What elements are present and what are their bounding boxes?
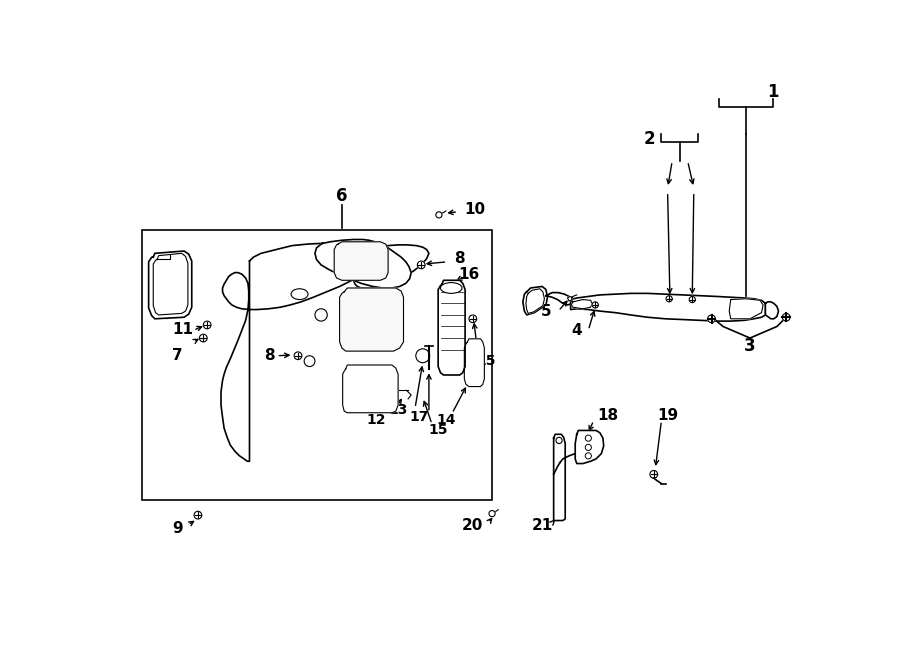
Text: 5: 5 — [541, 303, 552, 319]
Polygon shape — [554, 434, 565, 520]
Polygon shape — [571, 293, 765, 321]
Polygon shape — [546, 293, 573, 305]
Text: 3: 3 — [744, 336, 756, 355]
Polygon shape — [343, 365, 398, 412]
Polygon shape — [572, 299, 592, 309]
Circle shape — [469, 315, 477, 323]
Polygon shape — [464, 339, 484, 387]
Circle shape — [203, 321, 211, 329]
Circle shape — [592, 302, 598, 308]
Circle shape — [689, 297, 696, 303]
Circle shape — [200, 334, 207, 342]
Text: 8: 8 — [265, 348, 274, 364]
Polygon shape — [523, 286, 547, 315]
Polygon shape — [526, 289, 544, 313]
Circle shape — [315, 309, 328, 321]
Polygon shape — [575, 430, 604, 463]
Polygon shape — [765, 302, 778, 319]
Text: 15: 15 — [476, 354, 496, 368]
Polygon shape — [729, 299, 763, 319]
Circle shape — [489, 510, 495, 517]
Circle shape — [418, 261, 425, 269]
Text: 11: 11 — [172, 322, 193, 337]
Text: 4: 4 — [572, 323, 582, 338]
Text: 1: 1 — [768, 83, 778, 100]
Circle shape — [304, 356, 315, 367]
Text: 16: 16 — [458, 266, 480, 282]
Circle shape — [707, 315, 716, 323]
Circle shape — [585, 444, 591, 450]
Circle shape — [585, 453, 591, 459]
Polygon shape — [315, 239, 411, 288]
Circle shape — [782, 313, 790, 321]
Circle shape — [556, 438, 562, 444]
Text: 12: 12 — [367, 413, 386, 428]
Text: 19: 19 — [657, 408, 679, 422]
Text: 18: 18 — [597, 408, 618, 422]
Text: 10: 10 — [464, 202, 486, 217]
Ellipse shape — [291, 289, 308, 299]
Text: 9: 9 — [173, 521, 184, 535]
Circle shape — [436, 212, 442, 218]
Circle shape — [294, 352, 302, 360]
Circle shape — [650, 471, 658, 478]
Polygon shape — [339, 288, 403, 351]
Circle shape — [585, 435, 591, 442]
Polygon shape — [568, 297, 572, 301]
Polygon shape — [153, 253, 188, 315]
Text: 6: 6 — [337, 186, 347, 205]
Polygon shape — [148, 251, 192, 319]
Text: 20: 20 — [462, 518, 483, 533]
Text: 8: 8 — [454, 251, 465, 266]
Text: 17: 17 — [410, 410, 428, 424]
Polygon shape — [334, 242, 388, 280]
Ellipse shape — [440, 283, 462, 293]
Bar — [141, 230, 492, 500]
Circle shape — [194, 512, 202, 519]
Text: 2: 2 — [644, 130, 656, 148]
Circle shape — [666, 295, 672, 302]
Text: 13: 13 — [389, 403, 408, 416]
Text: 21: 21 — [532, 518, 553, 533]
Text: 15: 15 — [428, 424, 448, 438]
Polygon shape — [438, 280, 465, 375]
Text: 14: 14 — [436, 413, 455, 428]
Text: 7: 7 — [172, 348, 183, 364]
Circle shape — [416, 349, 429, 363]
Polygon shape — [221, 243, 429, 461]
